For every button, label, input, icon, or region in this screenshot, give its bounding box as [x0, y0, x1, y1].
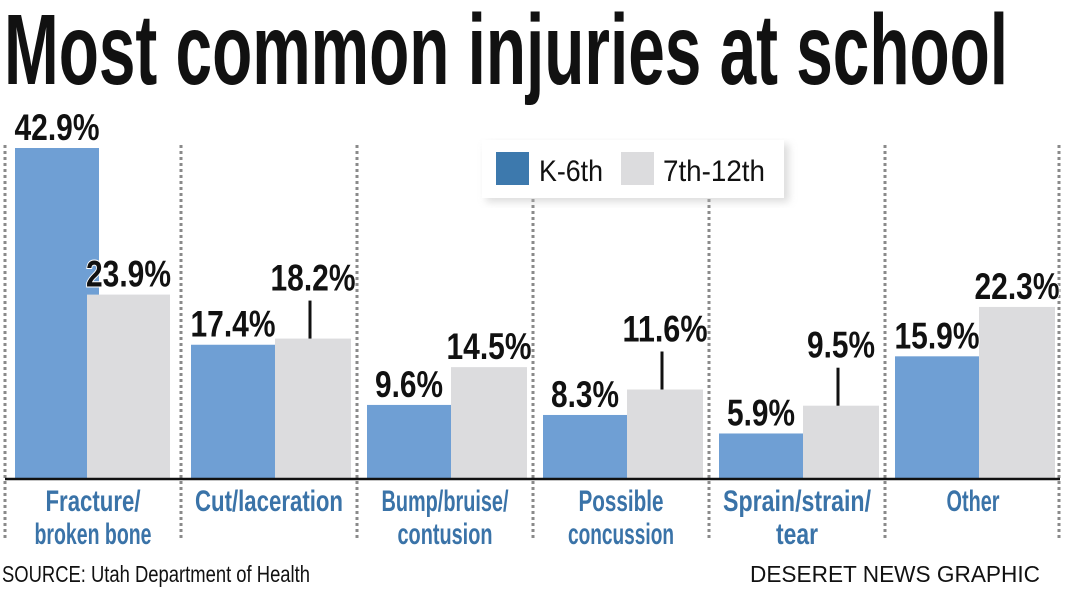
value-labels: 42.9% 23.9% 17.4% 18.2% 9.6%14.5% 8.3%11.6% 5.… — [14, 106, 1061, 434]
bar-7-12 — [627, 389, 703, 479]
category-label: tear — [776, 518, 818, 551]
value-label: 17.4% — [191, 304, 276, 345]
legend: K-6th 7th-12th — [482, 140, 789, 202]
chart-title: Most common injuries at school — [4, 0, 1008, 106]
value-label: 11.6% — [623, 308, 708, 349]
value-label: 15.9% — [895, 315, 980, 356]
category-label: concussion — [568, 518, 674, 551]
bar-k6 — [543, 414, 627, 479]
category-label: Other — [947, 485, 1000, 518]
category-label: Sprain/strain/ — [723, 485, 872, 518]
value-label: 9.6% — [375, 364, 443, 405]
value-label: 9.5% — [807, 325, 875, 366]
category-label: Possible — [579, 485, 664, 518]
category-label: contusion — [398, 518, 493, 551]
credit-note: DESERET NEWS GRAPHIC — [750, 561, 1040, 587]
value-label: 14.5% — [447, 326, 532, 367]
category-labels: Fracture/broken bone Cut/laceration Bump/b… — [35, 485, 1000, 551]
value-label: 22.3% — [975, 266, 1060, 307]
bar-7-12 — [803, 405, 879, 479]
bars — [15, 148, 1055, 479]
value-label: 18.2% — [271, 258, 356, 299]
bar-k6 — [15, 148, 99, 479]
value-label: 42.9% — [15, 107, 100, 148]
category-label: Cut/laceration — [195, 485, 343, 518]
value-label: 23.9% — [86, 254, 171, 295]
bar-7-12 — [275, 338, 351, 479]
legend-label-k6: K-6th — [539, 155, 603, 188]
bar-7-12 — [979, 306, 1055, 479]
bar-7-12 — [451, 367, 527, 479]
legend-swatch-k6 — [496, 152, 529, 185]
legend-label-7-12: 7th-12th — [663, 155, 765, 188]
bar-k6 — [895, 356, 979, 479]
category-label: broken bone — [35, 518, 152, 551]
legend-swatch-7-12 — [621, 152, 654, 185]
bar-7-12 — [87, 294, 170, 479]
value-label: 5.9% — [727, 392, 795, 433]
category-label: Bump/bruise/ — [382, 485, 509, 518]
category-label: Fracture/ — [46, 485, 141, 518]
value-label: 8.3% — [551, 374, 619, 415]
bar-k6 — [191, 344, 275, 479]
bar-k6 — [367, 404, 451, 479]
bar-k6 — [719, 433, 803, 479]
source-note: SOURCE: Utah Department of Health — [2, 561, 310, 587]
